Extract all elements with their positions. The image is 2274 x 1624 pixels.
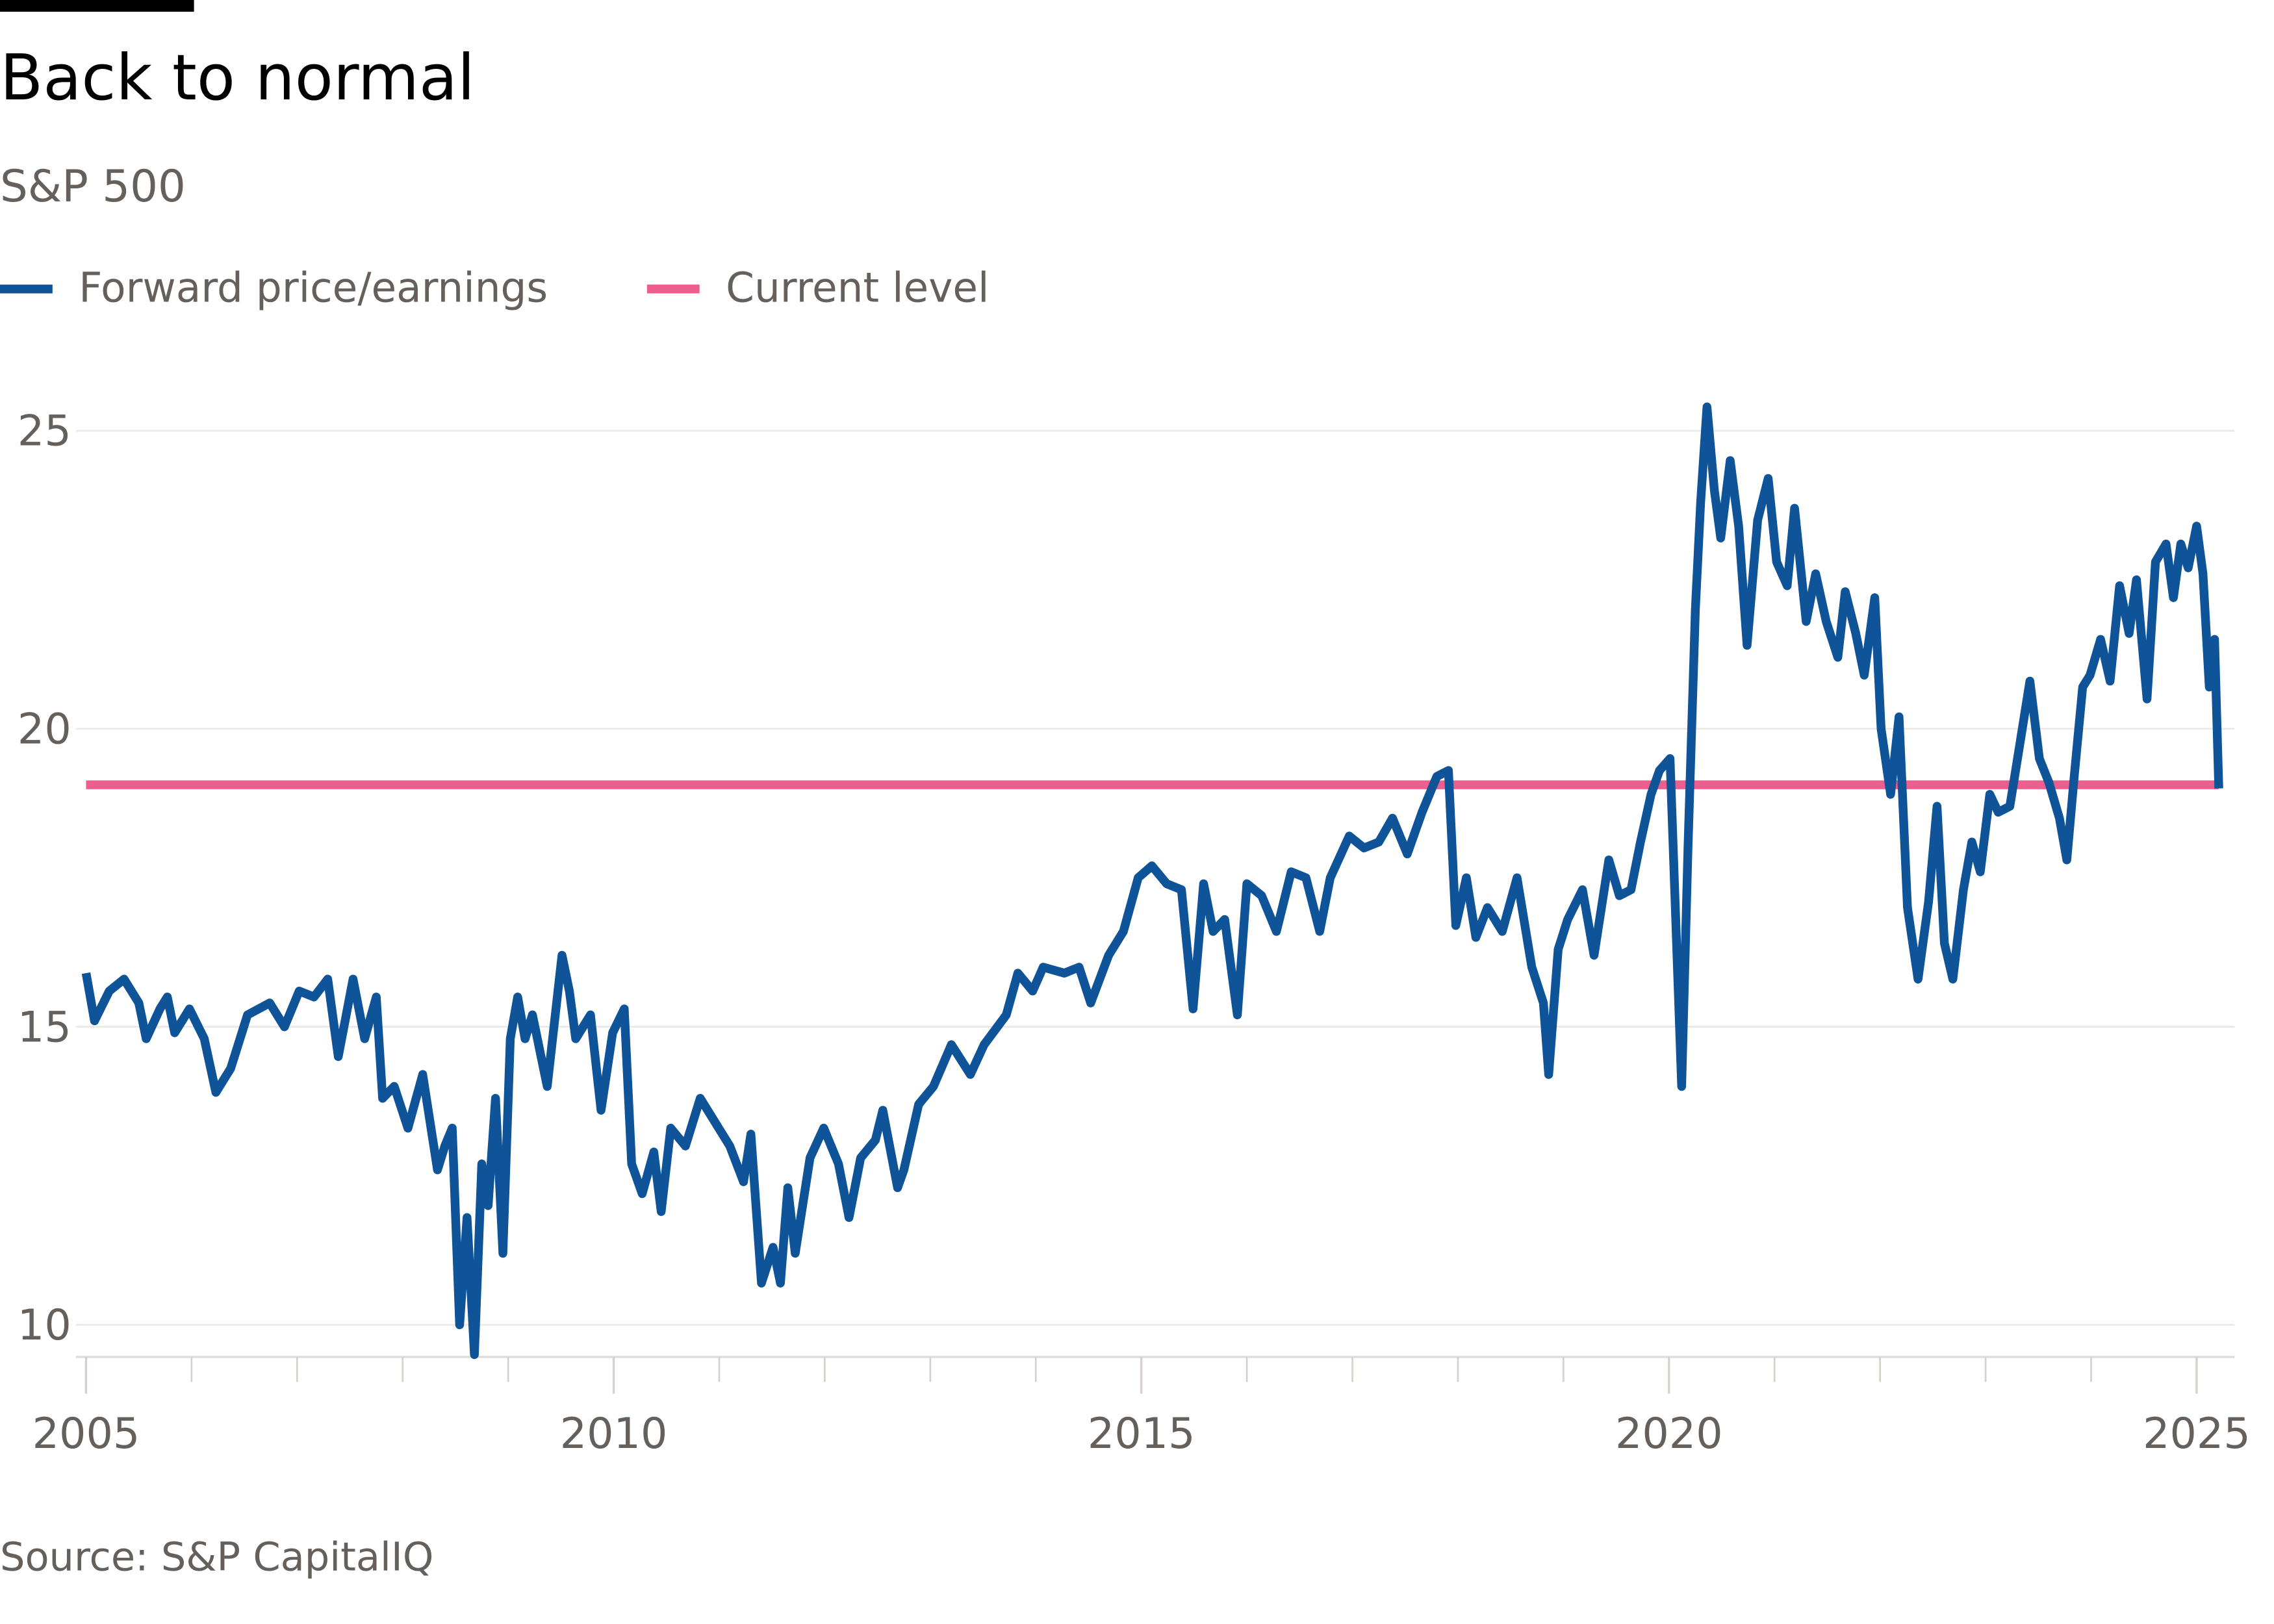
chart-subtitle: S&P 500 <box>0 160 186 212</box>
legend-label: Current level <box>726 263 989 311</box>
y-tick-label: 15 <box>18 1002 71 1052</box>
x-tick-label: 2010 <box>560 1409 668 1458</box>
y-tick-label: 25 <box>18 407 71 456</box>
y-tick-label: 10 <box>18 1300 71 1350</box>
legend-label: Forward price/earnings <box>79 263 548 311</box>
y-tick-label: 20 <box>18 704 71 754</box>
source: Source: S&P CapitalIQ <box>0 1534 433 1580</box>
series-line <box>81 402 2223 1360</box>
chart-title: Back to normal <box>0 41 475 114</box>
x-tick-label: 2025 <box>2143 1409 2251 1458</box>
x-tick-label: 2020 <box>1615 1409 1723 1458</box>
x-tick-label: 2005 <box>32 1409 140 1458</box>
x-tick-label: 2015 <box>1088 1409 1195 1458</box>
legend: Forward price/earnings Current level <box>0 263 990 311</box>
brand-bar <box>0 0 194 12</box>
